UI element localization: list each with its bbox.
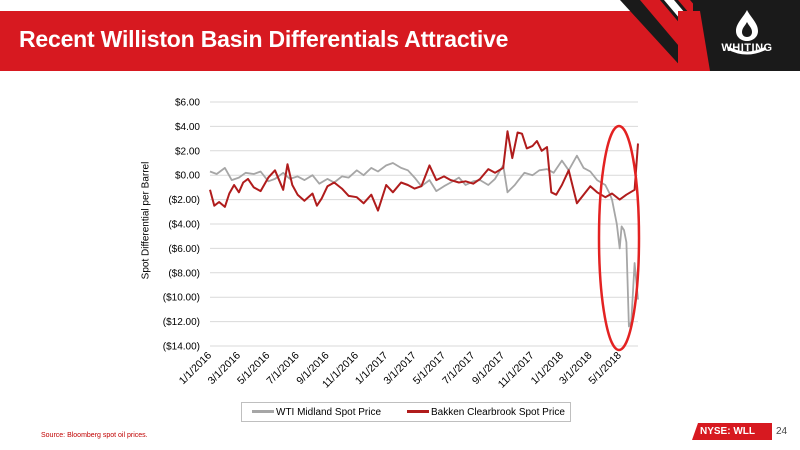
chart-series bbox=[209, 130, 639, 328]
y-tick-label: ($14.00) bbox=[163, 342, 200, 353]
y-tick-label: $0.00 bbox=[175, 171, 200, 182]
y-axis-label: Spot Differential per Barrel bbox=[140, 161, 152, 280]
y-tick-label: ($2.00) bbox=[168, 195, 200, 206]
x-tick-label: 5/1/2018 bbox=[586, 350, 623, 387]
legend-item-bakken: Bakken Clearbrook Spot Price bbox=[407, 407, 565, 418]
highlight-ellipse bbox=[597, 124, 641, 352]
chart-legend: WTI Midland Spot Price Bakken Clearbrook… bbox=[241, 402, 571, 422]
title-banner bbox=[0, 0, 800, 71]
ticker-badge bbox=[692, 423, 772, 440]
page-number: 24 bbox=[776, 426, 788, 437]
y-tick-label: ($4.00) bbox=[168, 220, 200, 231]
y-tick-label: $6.00 bbox=[175, 98, 200, 109]
source-note: Source: Bloomberg spot oil prices. bbox=[41, 432, 148, 439]
legend-label-bakken: Bakken Clearbrook Spot Price bbox=[431, 407, 565, 418]
y-tick-label: ($12.00) bbox=[163, 317, 200, 328]
y-tick-label: $4.00 bbox=[175, 122, 200, 133]
whiting-logo bbox=[727, 10, 767, 55]
x-axis-ticks: 1/1/20163/1/20165/1/20167/1/20169/1/2016… bbox=[177, 350, 624, 391]
y-axis-ticks: $6.00 $4.00 $2.00 $0.00 ($2.00) ($4.00) ($6.00… bbox=[163, 98, 201, 353]
chart-gridlines bbox=[210, 101, 638, 347]
logo-wordmark: WHITING bbox=[721, 42, 773, 54]
legend-label-wti: WTI Midland Spot Price bbox=[276, 407, 382, 418]
y-tick-label: ($10.00) bbox=[163, 293, 200, 304]
y-tick-label: ($6.00) bbox=[168, 244, 200, 255]
y-tick-label: ($8.00) bbox=[168, 268, 200, 279]
legend-swatch-wti bbox=[252, 409, 274, 413]
legend-item-wti: WTI Midland Spot Price bbox=[252, 407, 381, 418]
y-tick-label: $2.00 bbox=[175, 146, 200, 157]
slide-title: Recent Williston Basin Differentials Att… bbox=[19, 26, 509, 52]
series-line-bakken bbox=[209, 130, 639, 212]
legend-swatch-bakken bbox=[407, 409, 429, 413]
ticker-label: NYSE: WLL bbox=[700, 426, 755, 437]
